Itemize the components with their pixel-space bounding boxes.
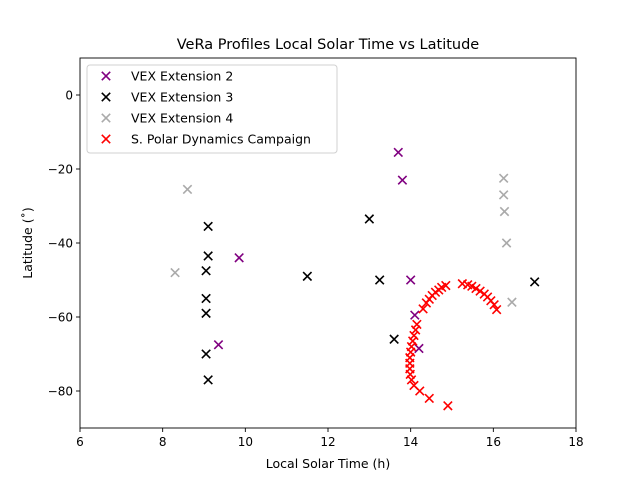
point-s3-16	[421, 298, 432, 308]
point-s3-27	[405, 369, 416, 380]
point-s1-9	[374, 275, 385, 285]
point-s3-30	[414, 386, 425, 396]
x-tick-label: 16	[486, 435, 501, 449]
point-s0-0	[393, 147, 404, 158]
x-tick-label: 18	[568, 435, 583, 449]
point-s0-3	[405, 275, 416, 285]
point-s0-6	[414, 343, 424, 354]
point-s0-4	[410, 310, 420, 320]
point-s3-17	[418, 304, 428, 314]
x-tick-label: 10	[238, 435, 253, 449]
point-s1-2	[201, 265, 211, 276]
chart-title: VeRa Profiles Local Solar Time vs Latitu…	[177, 37, 480, 53]
y-axis-ticks: 0 −20 −40 −60 −80	[48, 89, 80, 399]
y-tick-label: −80	[48, 385, 73, 399]
legend-label-2: VEX Extension 4	[131, 111, 233, 126]
point-s2-5	[501, 238, 512, 248]
point-s1-6	[203, 375, 213, 385]
point-s2-4	[499, 206, 510, 217]
x-tick-label: 8	[159, 435, 167, 449]
point-s0-5	[213, 339, 224, 350]
point-s1-8	[364, 214, 375, 224]
point-s3-4	[475, 286, 485, 296]
point-s3-8	[489, 300, 499, 310]
point-s1-1	[203, 251, 213, 261]
point-s1-5	[201, 349, 211, 359]
point-s1-3	[201, 293, 211, 304]
y-tick-label: 0	[65, 89, 73, 103]
x-tick-label: 14	[403, 435, 418, 449]
y-tick-label: −40	[48, 237, 73, 251]
legend-marker-0	[101, 71, 111, 81]
point-s1-4	[201, 308, 211, 319]
point-s2-3	[498, 190, 509, 200]
y-tick-label: −60	[48, 311, 73, 325]
point-s3-18	[412, 319, 422, 330]
x-axis-label: Local Solar Time (h)	[266, 456, 390, 471]
legend-label-3: S. Polar Dynamics Campaign	[131, 132, 311, 147]
x-tick-label: 12	[320, 435, 335, 449]
legend-marker-3	[101, 134, 111, 144]
y-tick-label: −20	[48, 163, 73, 177]
point-s1-11	[529, 277, 540, 287]
data-points	[170, 147, 540, 411]
point-s0-2	[234, 253, 244, 263]
point-s1-10	[389, 334, 399, 344]
point-s2-1	[170, 267, 180, 278]
point-s3-19	[410, 325, 421, 335]
legend: VEX Extension 2 VEX Extension 3 VEX Extens…	[86, 64, 338, 154]
point-s3-31	[424, 393, 435, 404]
legend-label-1: VEX Extension 3	[131, 90, 233, 105]
x-tick-label: 6	[76, 435, 84, 449]
point-s3-9	[491, 304, 502, 315]
point-s3-32	[443, 401, 453, 411]
point-s1-0	[203, 221, 213, 232]
point-s3-21	[407, 336, 418, 346]
point-s2-0	[182, 184, 193, 195]
x-axis-ticks: 6 8 10 12 14 16 18	[76, 428, 584, 449]
point-s3-28	[406, 375, 417, 385]
point-s1-7	[302, 271, 313, 282]
point-s3-20	[409, 330, 419, 341]
point-s2-6	[507, 297, 517, 307]
legend-marker-1	[101, 92, 111, 102]
point-s2-2	[498, 173, 509, 184]
legend-marker-2	[101, 113, 111, 123]
legend-label-0: VEX Extension 2	[131, 69, 233, 84]
legend-box	[86, 64, 338, 154]
point-s0-1	[397, 175, 408, 185]
y-axis-label: Latitude (˚)	[20, 207, 35, 278]
